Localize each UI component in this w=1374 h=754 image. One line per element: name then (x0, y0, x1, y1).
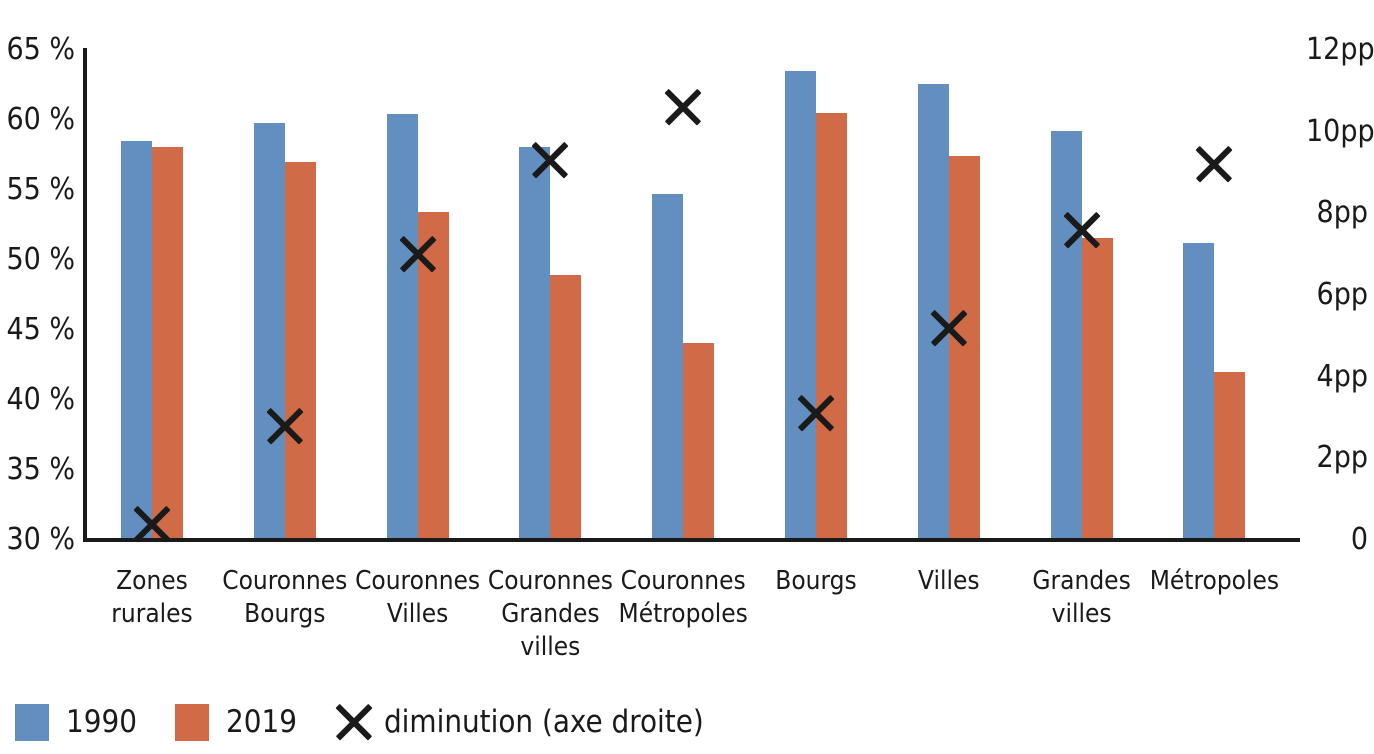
bar-1990-5 (652, 194, 684, 540)
left-axis-tick: 50 % (6, 242, 75, 277)
left-axis-tick: 35 % (6, 452, 75, 487)
legend-label-2019: 2019 (225, 704, 297, 740)
bar-2019-7 (948, 156, 980, 540)
right-axis-tick: 2pp (1316, 440, 1368, 476)
x-axis-label-7: Villes (864, 565, 1034, 598)
x-axis-label-line: Couronnes (620, 566, 746, 596)
x-axis-label-line: Métropoles (1149, 566, 1280, 596)
diminution-marker-4 (532, 142, 569, 179)
x-axis-label-line: Grandes (1032, 566, 1131, 596)
x-axis-label-line: Couronnes (355, 566, 481, 596)
bar-1990-3 (386, 114, 418, 540)
x-axis-label-line: Couronnes (222, 566, 348, 596)
x-axis-label-5: Couronnes Métropoles (598, 565, 768, 631)
bar-2019-8 (1081, 237, 1113, 540)
bottom-axis-line (83, 538, 1300, 542)
bar-2019-9 (1214, 372, 1246, 540)
legend: 1990 2019 diminution (axe droite) (15, 703, 704, 741)
legend-swatch-2019 (174, 703, 209, 741)
x-axis-label-3: Couronnes Villes (333, 565, 503, 631)
left-axis-tick: 30 % (6, 522, 75, 557)
bar-1990-4 (519, 146, 551, 540)
bar-1990-9 (1183, 243, 1215, 540)
x-axis-label-line: Métropoles (618, 599, 748, 629)
x-axis-label-line: Bourgs (775, 566, 857, 596)
x-axis-label-8: Grandes villes (997, 565, 1167, 631)
x-axis-label-line: rurales (111, 599, 193, 629)
legend-label-diminution: diminution (axe droite) (383, 704, 704, 740)
x-axis-label-line: Bourgs (244, 599, 326, 629)
left-axis-tick: 65 % (6, 32, 75, 67)
x-axis-label-line: Couronnes (487, 566, 613, 596)
legend-swatch-1990 (15, 703, 49, 741)
x-axis-label-6: Bourgs (731, 565, 901, 598)
diminution-marker-7 (930, 309, 968, 346)
bar-2019-5 (683, 342, 715, 540)
left-axis-tick: 45 % (6, 312, 75, 347)
diminution-marker-9 (1196, 146, 1233, 183)
right-axis-tick: 6pp (1316, 277, 1368, 312)
x-marker-icon (335, 703, 373, 741)
bar-2019-4 (550, 275, 582, 540)
x-axis-label-9: Métropoles (1129, 565, 1299, 598)
bar-2019-6 (816, 113, 847, 540)
right-axis-tick: 8pp (1316, 195, 1368, 231)
legend-label-1990: 1990 (66, 704, 137, 740)
bar-1990-8 (1050, 131, 1082, 540)
diminution-marker-2 (266, 407, 304, 444)
diminution-marker-8 (1063, 211, 1100, 248)
diminution-marker-1 (133, 505, 171, 542)
x-axis-label-4: Couronnes Grandes villes (465, 565, 635, 664)
diminution-marker-6 (797, 395, 835, 432)
bar-1990-2 (253, 122, 285, 540)
bar-2019-2 (284, 162, 316, 540)
right-axis-tick: 4pp (1316, 358, 1368, 394)
left-axis-line (83, 48, 87, 542)
left-axis-tick: 55 % (6, 172, 75, 207)
bar-2019-1 (152, 146, 183, 540)
x-axis-label-line: villes (1051, 599, 1112, 629)
x-axis-label-2: Couronnes Bourgs (200, 565, 370, 631)
right-axis-tick: 12pp (1306, 32, 1374, 67)
left-axis-tick: 40 % (6, 382, 75, 417)
x-axis-label-line: villes (520, 632, 581, 662)
diminution-marker-3 (399, 235, 436, 273)
diminution-marker-5 (664, 88, 702, 126)
right-axis-tick: 0 (1350, 522, 1368, 557)
bar-1990-1 (121, 141, 152, 540)
bar-1990-6 (785, 71, 816, 540)
x-axis-label-line: Villes (918, 566, 980, 596)
left-axis-tick: 60 % (6, 102, 75, 137)
x-axis-label-line: Zones (116, 566, 188, 596)
x-axis-label-line: Grandes (501, 599, 600, 629)
x-axis-label-line: Villes (386, 599, 449, 629)
x-axis-label-1: Zones rurales (67, 565, 237, 631)
right-axis-tick: 10pp (1306, 113, 1374, 149)
